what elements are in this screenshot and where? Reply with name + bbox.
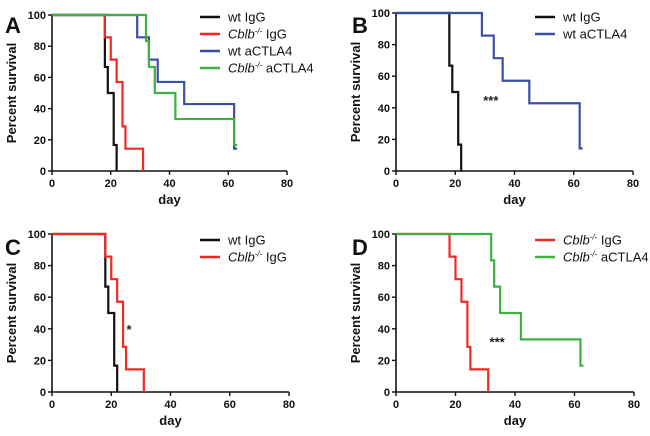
survival-curve-wt-actla4 [396, 11, 583, 150]
legend-label: Cblb-/- aCTLA4 [563, 250, 649, 265]
x-axis-title: day [504, 413, 527, 428]
y-tick-label: 60 [34, 292, 46, 304]
y-tick-label: 20 [378, 134, 390, 146]
legend-label: Cblb-/- IgG [228, 27, 287, 42]
y-tick-label: 20 [34, 355, 46, 367]
y-tick-label: 100 [28, 229, 46, 241]
panel-letter: B [352, 13, 368, 38]
legend-label: Cblb-/- IgG [563, 233, 622, 248]
x-tick-label: 60 [568, 399, 580, 411]
survival-curve-cblb-igg [396, 232, 490, 392]
panel-B: B 0 20 40 60 80 0 20 40 60 80 100 day Percent surviva… [348, 8, 639, 207]
x-tick-label: 40 [163, 178, 175, 190]
x-tick-label: 20 [105, 178, 117, 190]
x-tick-label: 40 [164, 399, 176, 411]
y-tick-label: 80 [34, 261, 46, 273]
y-tick-label: 80 [34, 41, 46, 53]
x-tick-label: 0 [49, 178, 55, 190]
panel-letter: D [352, 235, 368, 260]
y-axis-title: Percent survival [348, 263, 363, 363]
x-tick-label: 0 [393, 399, 399, 411]
x-tick-label: 40 [508, 178, 520, 190]
y-tick-label: 60 [378, 292, 390, 304]
x-tick-label: 60 [222, 178, 234, 190]
y-tick-label: 0 [40, 166, 46, 178]
x-tick-label: 80 [627, 178, 639, 190]
survival-curve-wt-igg [396, 11, 463, 171]
x-tick-label: 60 [568, 178, 580, 190]
y-axis-title: Percent survival [4, 263, 19, 363]
x-tick-label: 0 [49, 399, 55, 411]
survival-curve-cblb-actla4 [52, 13, 238, 147]
y-tick-label: 100 [372, 8, 390, 20]
survival-curve-wt-igg [52, 232, 119, 392]
legend-label: Cblb-/- IgG [228, 250, 287, 265]
significance-annotation: *** [483, 93, 499, 108]
legend-label: wt aCTLA4 [562, 27, 627, 42]
y-tick-label: 0 [384, 387, 390, 399]
x-tick-label: 20 [449, 178, 461, 190]
x-tick-label: 80 [628, 399, 640, 411]
panel-letter: C [5, 235, 21, 260]
panel-letter: A [5, 13, 21, 38]
panel-D: D 0 20 40 60 80 0 20 40 60 80 100 day Percent surviva… [348, 229, 649, 428]
x-tick-label: 80 [283, 399, 295, 411]
panel-A: A 0 20 40 60 80 0 20 40 60 80 100 day Percent surviva… [4, 10, 314, 208]
y-tick-label: 60 [34, 72, 46, 84]
y-tick-label: 100 [28, 10, 46, 22]
x-tick-label: 40 [509, 399, 521, 411]
y-tick-label: 20 [34, 135, 46, 147]
legend-label: wt IgG [562, 10, 601, 25]
y-tick-label: 40 [378, 324, 390, 336]
legend-label: Cblb-/- aCTLA4 [228, 61, 314, 76]
survival-curve-wt-actla4 [52, 13, 238, 150]
x-tick-label: 0 [393, 178, 399, 190]
x-tick-label: 20 [449, 399, 461, 411]
x-axis-title: day [503, 192, 526, 207]
survival-curve-cblb-igg [52, 232, 145, 392]
y-tick-label: 40 [378, 103, 390, 115]
y-tick-label: 40 [34, 324, 46, 336]
y-axis-title: Percent survival [348, 42, 363, 142]
y-tick-label: 100 [372, 229, 390, 241]
y-tick-label: 0 [40, 387, 46, 399]
y-tick-label: 20 [378, 355, 390, 367]
x-axis-title: day [158, 192, 181, 207]
y-tick-label: 80 [378, 40, 390, 52]
x-tick-label: 60 [224, 399, 236, 411]
survival-curve-cblb-igg [52, 13, 145, 171]
panel-C: C 0 20 40 60 80 0 20 40 60 80 100 day Percent surviva… [4, 229, 295, 428]
legend-label: wt IgG [227, 10, 266, 25]
legend-label: wt IgG [227, 233, 266, 248]
y-tick-label: 80 [378, 261, 390, 273]
survival-curve-cblb-actla4 [396, 232, 584, 367]
y-tick-label: 0 [384, 166, 390, 178]
significance-annotation: * [126, 322, 132, 337]
y-tick-label: 40 [34, 104, 46, 116]
significance-annotation: *** [490, 334, 506, 349]
y-tick-label: 60 [378, 71, 390, 83]
x-tick-label: 20 [105, 399, 117, 411]
y-axis-title: Percent survival [4, 43, 19, 143]
legend-label: wt aCTLA4 [227, 44, 292, 59]
x-tick-label: 80 [281, 178, 293, 190]
x-axis-title: day [159, 413, 182, 428]
